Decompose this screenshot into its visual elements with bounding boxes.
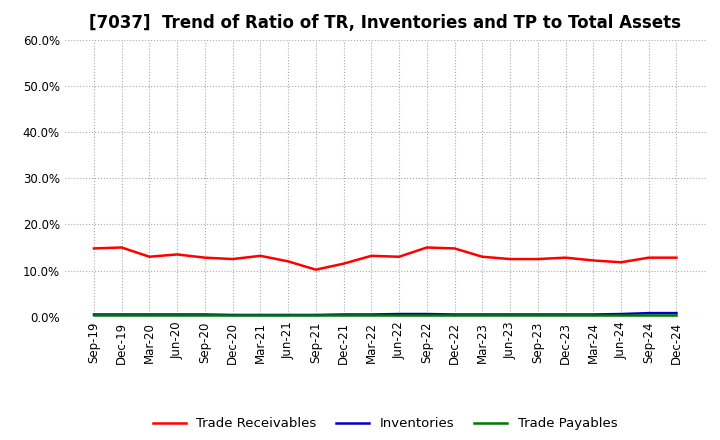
- Trade Receivables: [89, 246, 98, 251]
- Inventories: [117, 312, 126, 317]
- Trade Payables: [367, 313, 376, 318]
- Inventories: [145, 312, 154, 317]
- Trade Receivables: [367, 253, 376, 258]
- Trade Payables: [561, 313, 570, 318]
- Trade Payables: [173, 313, 181, 318]
- Inventories: [589, 312, 598, 317]
- Trade Receivables: [534, 257, 542, 262]
- Inventories: [339, 312, 348, 317]
- Inventories: [672, 311, 681, 316]
- Inventories: [256, 312, 265, 318]
- Trade Receivables: [561, 255, 570, 260]
- Trade Payables: [534, 313, 542, 318]
- Trade Receivables: [478, 254, 487, 259]
- Trade Payables: [423, 313, 431, 318]
- Trade Receivables: [395, 254, 403, 259]
- Line: Trade Receivables: Trade Receivables: [94, 247, 677, 270]
- Inventories: [173, 312, 181, 317]
- Trade Payables: [505, 313, 514, 318]
- Inventories: [228, 312, 237, 318]
- Inventories: [201, 312, 210, 317]
- Trade Payables: [201, 313, 210, 318]
- Inventories: [616, 312, 625, 317]
- Trade Receivables: [312, 267, 320, 272]
- Trade Receivables: [423, 245, 431, 250]
- Trade Payables: [117, 313, 126, 318]
- Inventories: [505, 312, 514, 317]
- Trade Payables: [256, 313, 265, 318]
- Trade Payables: [616, 313, 625, 318]
- Inventories: [395, 312, 403, 317]
- Trade Receivables: [228, 257, 237, 262]
- Inventories: [284, 312, 292, 318]
- Trade Payables: [672, 313, 681, 318]
- Trade Payables: [284, 313, 292, 318]
- Trade Payables: [395, 313, 403, 318]
- Trade Payables: [478, 313, 487, 318]
- Title: [7037]  Trend of Ratio of TR, Inventories and TP to Total Assets: [7037] Trend of Ratio of TR, Inventories…: [89, 15, 681, 33]
- Line: Inventories: Inventories: [94, 313, 677, 315]
- Trade Receivables: [284, 259, 292, 264]
- Inventories: [89, 312, 98, 317]
- Trade Receivables: [145, 254, 154, 259]
- Trade Receivables: [616, 260, 625, 265]
- Trade Payables: [228, 313, 237, 318]
- Inventories: [312, 312, 320, 318]
- Legend: Trade Receivables, Inventories, Trade Payables: Trade Receivables, Inventories, Trade Pa…: [148, 412, 623, 436]
- Inventories: [534, 312, 542, 317]
- Trade Receivables: [672, 255, 681, 260]
- Trade Receivables: [256, 253, 265, 258]
- Inventories: [450, 312, 459, 317]
- Trade Payables: [145, 313, 154, 318]
- Trade Receivables: [173, 252, 181, 257]
- Inventories: [478, 312, 487, 317]
- Trade Receivables: [644, 255, 653, 260]
- Trade Receivables: [201, 255, 210, 260]
- Inventories: [644, 311, 653, 316]
- Trade Receivables: [117, 245, 126, 250]
- Trade Payables: [450, 313, 459, 318]
- Trade Payables: [644, 313, 653, 318]
- Trade Receivables: [505, 257, 514, 262]
- Trade Payables: [589, 313, 598, 318]
- Trade Payables: [312, 313, 320, 318]
- Inventories: [561, 312, 570, 317]
- Trade Payables: [89, 313, 98, 318]
- Inventories: [423, 312, 431, 317]
- Trade Receivables: [450, 246, 459, 251]
- Trade Receivables: [339, 261, 348, 266]
- Trade Receivables: [589, 258, 598, 263]
- Trade Payables: [339, 313, 348, 318]
- Inventories: [367, 312, 376, 317]
